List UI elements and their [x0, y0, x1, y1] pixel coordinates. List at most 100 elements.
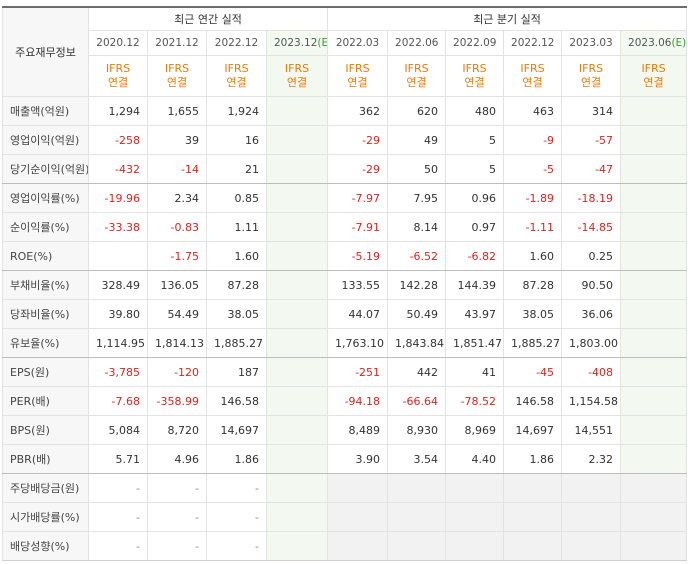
basis-label: IFRS 연결 — [147, 55, 207, 97]
estimate-mark: (E) — [317, 37, 328, 49]
row-label: 영업이익(억원) — [2, 125, 89, 155]
basis-line: IFRS — [462, 62, 487, 75]
value-cell: 442 — [387, 357, 447, 387]
value-cell: - — [206, 473, 267, 503]
value-cell — [445, 502, 505, 532]
value-cell: 2.32 — [561, 444, 622, 474]
value-cell: -251 — [327, 357, 389, 387]
basis-label: IFRS 연결 — [503, 55, 563, 97]
row-label: 매출액(억원) — [2, 96, 89, 126]
value-cell: -45 — [503, 357, 563, 387]
value-cell: -358.99 — [147, 386, 207, 416]
period: 2023.03 — [569, 37, 613, 49]
value-cell — [265, 212, 329, 242]
basis-line: IFRS — [345, 62, 370, 75]
row-label: 당기순이익(억원) — [2, 154, 89, 184]
value-cell: -432 — [88, 154, 148, 184]
value-cell: 87.28 — [206, 270, 267, 300]
data-row: 당좌비율(%) 39.80 54.49 38.05 44.07 50.49 43.97 38.… — [2, 299, 688, 329]
value-cell: 1,154.58 — [561, 386, 622, 416]
value-cell: 1,851.47 — [445, 328, 505, 358]
basis-line: 연결 — [522, 76, 543, 89]
value-cell — [503, 473, 563, 503]
period: 2023.06 — [628, 37, 672, 49]
value-cell: 1,885.27 — [503, 328, 563, 358]
row-label: 주당배당금(원) — [2, 473, 89, 503]
value-cell — [620, 502, 688, 532]
period: 2023.12 — [274, 37, 318, 49]
basis-line: IFRS — [164, 62, 190, 75]
row-label: 부채비율(%) — [2, 270, 89, 300]
basis-line: IFRS — [284, 62, 310, 75]
value-cell: 0.97 — [445, 212, 505, 242]
value-cell — [620, 96, 688, 126]
value-cell — [265, 386, 329, 416]
value-cell: -7.91 — [327, 212, 389, 242]
value-cell: -258 — [88, 125, 148, 155]
value-cell: 1.60 — [206, 241, 267, 271]
value-cell: -1.75 — [147, 241, 207, 271]
basis-label: IFRS 연결 — [561, 55, 622, 97]
value-cell: - — [206, 531, 267, 561]
value-cell: -7.97 — [327, 183, 389, 213]
value-cell: -1.89 — [503, 183, 563, 213]
value-cell: 87.28 — [503, 270, 563, 300]
period-header: 2023.03 — [561, 30, 622, 56]
period: 2022.06 — [395, 37, 439, 49]
data-row: ROE(%) -1.75 1.60 -5.19 -6.52 -6.82 1.60 0.25 — [2, 241, 688, 271]
value-cell — [387, 502, 447, 532]
value-cell: 14,697 — [206, 415, 267, 445]
value-cell — [265, 270, 329, 300]
value-cell: 480 — [445, 96, 505, 126]
value-cell — [620, 270, 688, 300]
basis-label: IFRS 연결 — [265, 55, 329, 97]
table-head: 주요재무정보 최근 연간 실적 최근 분기 실적 2020.12 2021.12 2022… — [2, 6, 688, 97]
value-cell — [265, 125, 329, 155]
basis-line: IFRS — [578, 62, 604, 75]
value-cell: - — [206, 502, 267, 532]
value-cell: -94.18 — [327, 386, 389, 416]
basis-line: IFRS — [105, 62, 131, 75]
basis-label: IFRS 연결 — [620, 55, 688, 97]
value-cell: -5.19 — [327, 241, 389, 271]
period-header: 2022.12 — [206, 30, 267, 56]
value-cell: 1.11 — [206, 212, 267, 242]
data-row: 시가배당률(%) - - - — [2, 502, 688, 532]
period-header: 2022.03 — [327, 30, 389, 56]
value-cell — [265, 531, 329, 561]
financial-table: 주요재무정보 최근 연간 실적 최근 분기 실적 2020.12 2021.12 2022… — [2, 6, 688, 561]
value-cell: 16 — [206, 125, 267, 155]
value-cell: 5 — [445, 154, 505, 184]
value-cell — [265, 444, 329, 474]
row-label: BPS(원) — [2, 415, 89, 445]
value-cell: 328.49 — [88, 270, 148, 300]
value-cell: 146.58 — [503, 386, 563, 416]
basis-label: IFRS 연결 — [387, 55, 447, 97]
value-cell: -6.82 — [445, 241, 505, 271]
value-cell: 142.28 — [387, 270, 447, 300]
period-header: 2023.06(E) — [620, 30, 688, 56]
value-cell: 1.86 — [503, 444, 563, 474]
group-title: 최근 분기 실적 — [327, 6, 688, 31]
value-cell — [327, 502, 389, 532]
value-cell: -14.85 — [561, 212, 622, 242]
value-cell: 8,930 — [387, 415, 447, 445]
data-row: BPS(원) 5,084 8,720 14,697 8,489 8,930 8,969 14,… — [2, 415, 688, 445]
value-cell: 144.39 — [445, 270, 505, 300]
value-cell: - — [88, 502, 148, 532]
value-cell: 38.05 — [503, 299, 563, 329]
value-cell: 2.34 — [147, 183, 207, 213]
value-cell: 39.80 — [88, 299, 148, 329]
period: 2020.12 — [96, 37, 140, 49]
basis-line: IFRS — [520, 62, 545, 75]
value-cell: 463 — [503, 96, 563, 126]
value-cell — [561, 502, 622, 532]
value-cell — [265, 154, 329, 184]
group-title: 최근 연간 실적 — [87, 6, 329, 31]
value-cell: 8.14 — [387, 212, 447, 242]
value-cell: 44.07 — [327, 299, 389, 329]
value-cell: -0.83 — [147, 212, 207, 242]
value-cell: 187 — [206, 357, 267, 387]
value-cell: 90.50 — [561, 270, 622, 300]
